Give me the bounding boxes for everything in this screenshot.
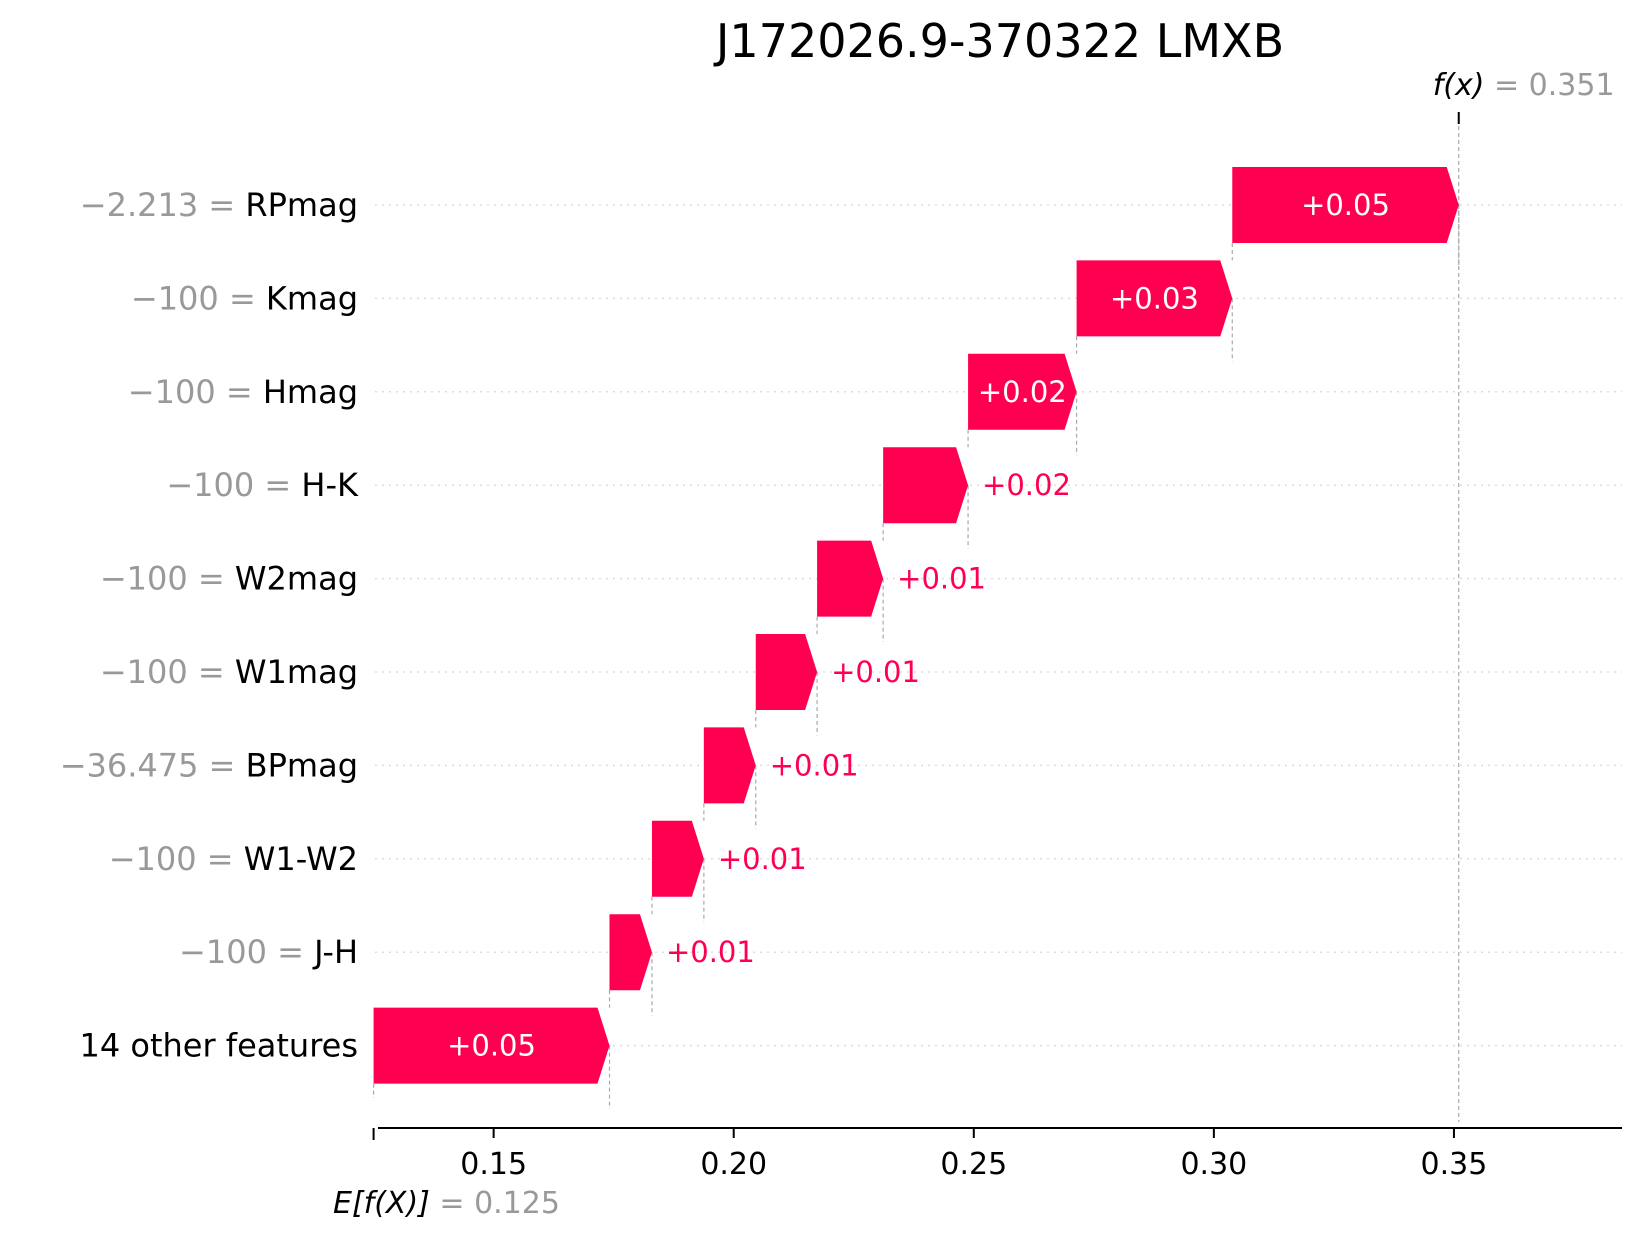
bar-value-label: +0.02	[982, 468, 1071, 502]
bar-j-h	[609, 914, 652, 991]
bar-value-label: +0.02	[978, 375, 1067, 409]
bar-value-label: +0.01	[666, 935, 755, 969]
x-tick-label: 0.25	[940, 1147, 1007, 1182]
feature-name: W1mag	[235, 653, 358, 691]
feature-label: −2.213 = RPmag	[80, 186, 358, 224]
bars: +0.05 +0.03 +0.02 +0.02 +0.01 +0.01 +0.01 +0.01…	[373, 167, 1459, 1084]
feature-name: J-H	[312, 933, 358, 971]
feature-name: 14 other features	[79, 1027, 358, 1065]
feature-label: −36.475 = BPmag	[60, 746, 358, 784]
feature-label: 14 other features	[79, 1027, 358, 1065]
chart-title: J172026.9-370322 LMXB	[713, 14, 1284, 68]
bar-value-label: +0.01	[718, 842, 807, 876]
feature-value: −100 =	[100, 653, 235, 691]
feature-name: BPmag	[246, 746, 358, 784]
feature-name: H-K	[301, 466, 359, 504]
bar-value-label: +0.01	[897, 562, 986, 596]
bar-value-label: +0.05	[1301, 188, 1390, 222]
output-label-key: f(x)	[1433, 68, 1494, 103]
bar-bpmag	[703, 727, 756, 804]
feature-label: −100 = Kmag	[131, 279, 358, 317]
annotations: f(x) = 0.351 E[f(X)] = 0.125	[333, 68, 1615, 1221]
feature-value: −36.475 =	[60, 746, 246, 784]
base-label-key: E[f(X)]	[333, 1186, 439, 1221]
bar-kmag	[1076, 260, 1233, 337]
bar-w2mag	[817, 540, 884, 617]
bar-rpmag	[1232, 167, 1459, 243]
feature-value: −100 =	[109, 840, 244, 878]
feature-label: −100 = W1-W2	[109, 840, 358, 878]
feature-value: −100 =	[128, 373, 263, 411]
output-label-value: = 0.351	[1494, 68, 1615, 103]
x-axis: 0.15 0.20 0.25 0.30 0.35	[372, 1127, 1622, 1182]
bar-w1mag	[755, 634, 818, 710]
bar-value-label: +0.03	[1110, 281, 1199, 315]
output-annotation: f(x) = 0.351	[1433, 68, 1615, 103]
bar-value-label: +0.05	[447, 1029, 536, 1063]
x-tick-label: 0.20	[700, 1147, 767, 1182]
feature-value: −2.213 =	[80, 186, 246, 224]
x-tick-label: 0.15	[460, 1147, 527, 1182]
base-label-value: = 0.125	[439, 1186, 560, 1221]
grid-lines	[375, 204, 1622, 1047]
feature-name: Hmag	[263, 373, 358, 411]
feature-labels: −2.213 = RPmag−100 = Kmag−100 = Hmag−100…	[60, 186, 359, 1065]
feature-label: −100 = Hmag	[128, 373, 358, 411]
feature-name: Kmag	[266, 279, 358, 317]
feature-value: −100 =	[100, 560, 235, 598]
bar-hmag	[968, 353, 1077, 430]
x-tick-label: 0.35	[1421, 1147, 1488, 1182]
connector-lines	[372, 112, 1460, 1122]
feature-label: −100 = J-H	[179, 933, 358, 971]
feature-label: −100 = W1mag	[100, 653, 358, 691]
bar-value-label: +0.01	[770, 748, 859, 782]
feature-name: W1-W2	[244, 840, 358, 878]
feature-name: W2mag	[235, 560, 358, 598]
feature-value: −100 =	[179, 933, 314, 971]
feature-value: −100 =	[166, 466, 301, 504]
bar-value-label: +0.01	[831, 655, 920, 689]
feature-label: −100 = W2mag	[100, 560, 358, 598]
bar-w1-w2	[651, 820, 704, 897]
feature-name: RPmag	[245, 186, 358, 224]
feature-label: −100 = H-K	[166, 466, 359, 504]
bar-h-k	[883, 447, 969, 524]
base-annotation: E[f(X)] = 0.125	[333, 1186, 560, 1221]
x-tick-label: 0.30	[1180, 1147, 1247, 1182]
feature-value: −100 =	[131, 279, 266, 317]
bar-14-other-features	[373, 1007, 610, 1084]
